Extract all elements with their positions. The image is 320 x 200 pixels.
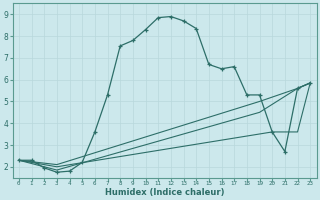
X-axis label: Humidex (Indice chaleur): Humidex (Indice chaleur) [105, 188, 224, 197]
